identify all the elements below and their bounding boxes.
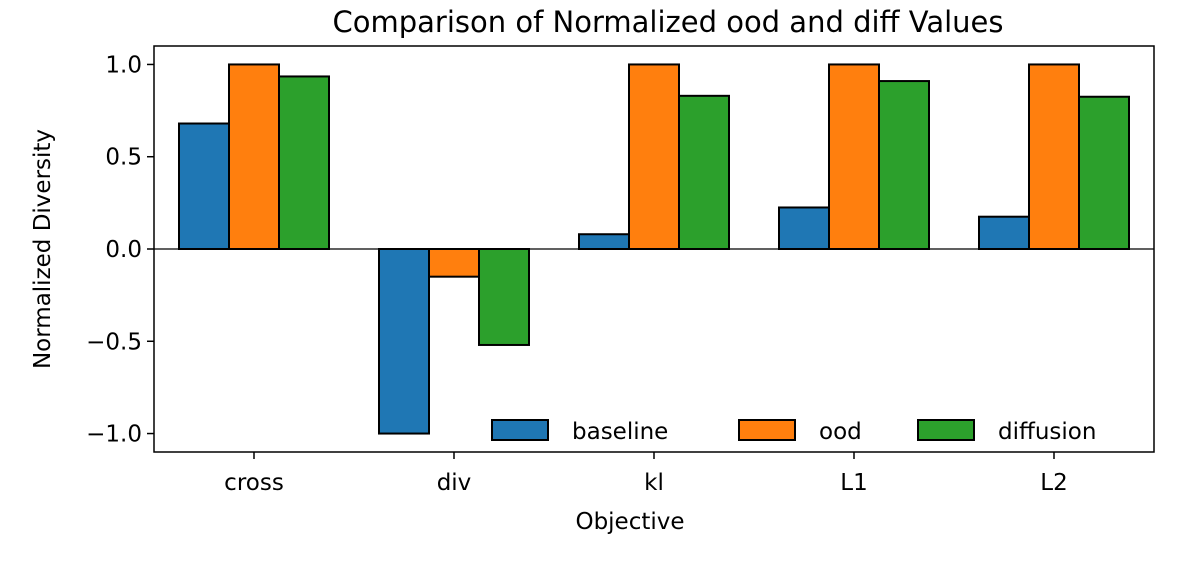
x-tick-label-cross: cross bbox=[224, 470, 284, 496]
x-tick-label-L1: L1 bbox=[840, 470, 867, 496]
legend: baseline ood diffusion bbox=[491, 419, 1096, 445]
bar-baseline-cross bbox=[178, 122, 230, 250]
legend-swatch-ood bbox=[738, 419, 796, 441]
bar-ood-L1 bbox=[828, 63, 880, 250]
y-axis-label: Normalized Diversity bbox=[30, 129, 56, 369]
y-axis: −1.0 −0.5 0.0 0.5 1.0 bbox=[86, 52, 154, 448]
x-axis: cross div kl L1 L2 bbox=[224, 452, 1068, 496]
legend-label-diffusion: diffusion bbox=[998, 419, 1096, 445]
y-tick-label: 0.0 bbox=[105, 237, 142, 263]
bar-diffusion-L2 bbox=[1078, 95, 1130, 250]
x-tick-label-kl: kl bbox=[644, 470, 664, 496]
bar-diffusion-cross bbox=[278, 75, 330, 250]
legend-swatch-baseline bbox=[491, 419, 549, 441]
bar-ood-L2 bbox=[1028, 63, 1080, 250]
legend-label-baseline: baseline bbox=[572, 419, 668, 445]
y-tick-label: 0.5 bbox=[105, 145, 142, 171]
x-tick-label-div: div bbox=[437, 470, 472, 496]
bar-ood-kl bbox=[628, 63, 680, 250]
x-tick-label-L2: L2 bbox=[1040, 470, 1067, 496]
bars-group bbox=[178, 63, 1130, 435]
bar-diffusion-L1 bbox=[878, 80, 930, 251]
legend-swatch-diffusion bbox=[917, 419, 975, 441]
y-tick-label: −0.5 bbox=[86, 329, 142, 355]
x-axis-label: Objective bbox=[575, 509, 684, 535]
legend-label-ood: ood bbox=[819, 419, 862, 445]
bar-ood-div bbox=[428, 248, 480, 278]
y-tick-label: 1.0 bbox=[105, 52, 142, 78]
bar-baseline-L2 bbox=[978, 215, 1030, 250]
bar-baseline-L1 bbox=[778, 206, 830, 251]
bar-diffusion-div bbox=[478, 248, 530, 346]
bar-ood-cross bbox=[228, 63, 280, 250]
bar-baseline-kl bbox=[578, 233, 630, 250]
bar-baseline-div bbox=[378, 248, 430, 435]
y-tick-label: −1.0 bbox=[86, 422, 142, 448]
bar-diffusion-kl bbox=[678, 94, 730, 250]
chart-title: Comparison of Normalized ood and diff Va… bbox=[333, 5, 1004, 39]
